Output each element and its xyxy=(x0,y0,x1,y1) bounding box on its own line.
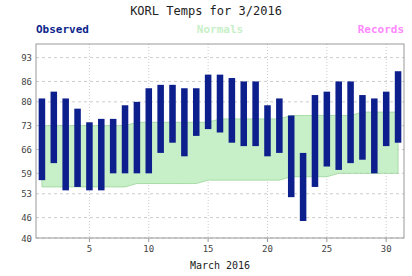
x-tick xyxy=(208,238,209,242)
observed-bar xyxy=(62,98,69,190)
y-tick-label: 46 xyxy=(21,213,32,223)
observed-bar xyxy=(86,122,93,190)
x-tick xyxy=(267,238,268,242)
y-tick-label: 73 xyxy=(21,121,32,131)
observed-bar xyxy=(39,98,46,180)
x-tick-label: 20 xyxy=(262,244,273,254)
observed-bar xyxy=(229,78,236,143)
y-tick-label: 40 xyxy=(21,234,32,244)
x-tick-label: 25 xyxy=(321,244,332,254)
observed-bar xyxy=(395,71,402,142)
x-tick xyxy=(148,238,149,242)
grid-line-y xyxy=(36,217,404,218)
x-tick xyxy=(326,238,327,242)
x-tick xyxy=(386,238,387,242)
title: KORL Temps for 3/2016 xyxy=(130,4,282,18)
chart: KORL Temps for 3/2016 Observed Normals Reco… xyxy=(0,0,412,276)
observed-bar xyxy=(371,98,378,173)
observed-bar xyxy=(276,98,283,152)
legend-entry: Observed xyxy=(36,23,89,36)
observed-bar xyxy=(312,95,319,187)
observed-bar xyxy=(335,81,342,169)
observed-bar xyxy=(122,105,129,173)
observed-bar xyxy=(193,88,200,136)
observed-bar xyxy=(181,88,188,156)
plot-frame xyxy=(36,44,404,238)
observed-bar xyxy=(288,115,295,197)
x-tick-label: 10 xyxy=(143,244,154,254)
plot-area xyxy=(39,71,402,221)
observed-bar xyxy=(51,92,58,163)
y-tick-label: 86 xyxy=(21,77,32,87)
y-tick-label: 59 xyxy=(21,169,32,179)
observed-bar xyxy=(205,75,212,129)
observed-bar xyxy=(157,85,164,153)
observed-bar xyxy=(217,75,224,133)
observed-bar xyxy=(98,119,105,190)
x-tick-label: 5 xyxy=(87,244,92,254)
observed-bar xyxy=(347,81,354,163)
observed-bar xyxy=(240,81,247,146)
legend-entry: Records xyxy=(358,23,404,36)
observed-bar xyxy=(359,95,366,160)
observed-bar xyxy=(252,81,259,146)
x-tick xyxy=(89,238,90,242)
y-tick-label: 66 xyxy=(21,145,32,155)
y-tick-label: 53 xyxy=(21,189,32,199)
x-tick-label: 15 xyxy=(203,244,214,254)
observed-bar xyxy=(134,102,141,173)
x-tick-label: 30 xyxy=(381,244,392,254)
legend-entry: Normals xyxy=(197,23,243,36)
y-tick-label: 80 xyxy=(21,97,32,107)
grid-line-y xyxy=(36,193,404,194)
x-axis-label: March 2016 xyxy=(190,260,250,271)
observed-bar xyxy=(74,109,81,187)
observed-bar xyxy=(324,92,331,167)
observed-bar xyxy=(169,85,176,143)
observed-bar xyxy=(146,88,153,173)
y-tick-label: 93 xyxy=(21,53,32,63)
observed-bar xyxy=(383,92,390,146)
observed-bar xyxy=(300,153,307,221)
grid-line-y xyxy=(36,57,404,58)
observed-bar xyxy=(110,119,117,173)
observed-bar xyxy=(264,105,271,156)
